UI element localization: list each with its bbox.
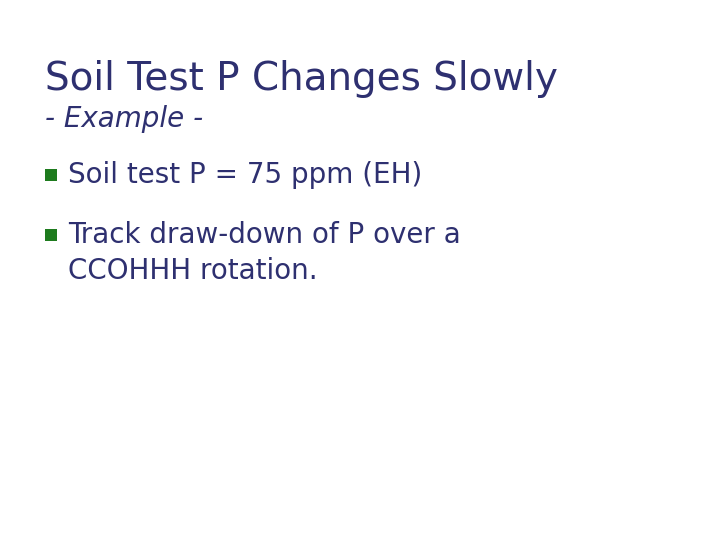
Bar — [45, 169, 57, 181]
Text: - Example -: - Example - — [45, 105, 203, 133]
Text: CCOHHH rotation.: CCOHHH rotation. — [68, 257, 318, 285]
Text: Track draw-down of P over a: Track draw-down of P over a — [68, 221, 461, 249]
Bar — [45, 229, 57, 241]
Text: Soil Test P Changes Slowly: Soil Test P Changes Slowly — [45, 60, 558, 98]
Text: Soil test P = 75 ppm (EH): Soil test P = 75 ppm (EH) — [68, 161, 422, 189]
